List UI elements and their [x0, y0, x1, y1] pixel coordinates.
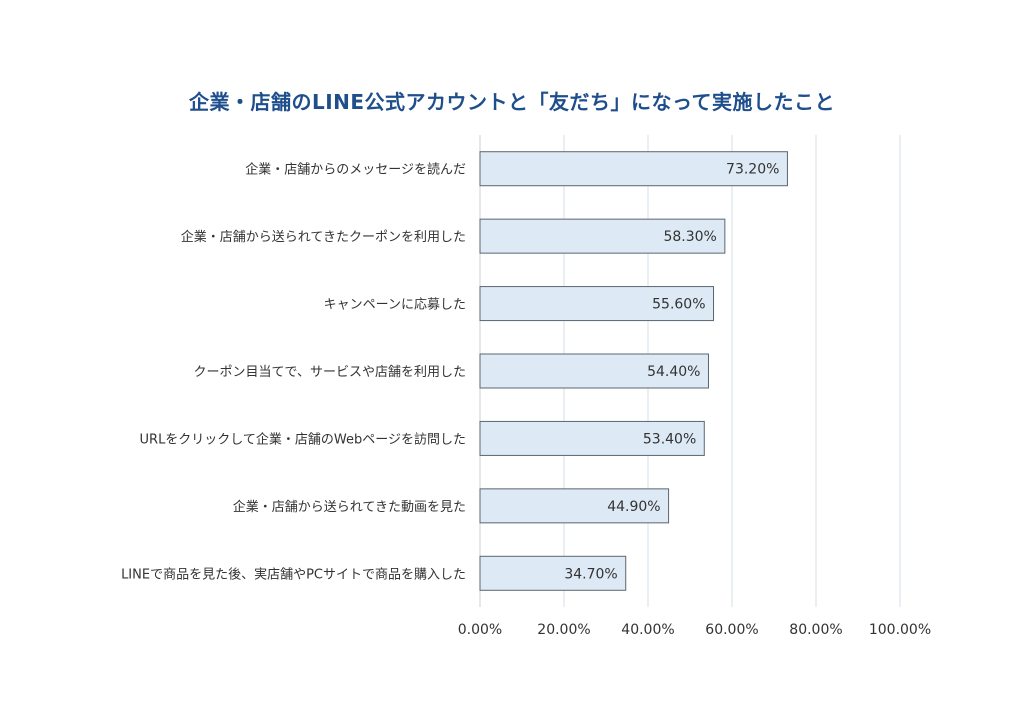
category-label-6: LINEで商品を見た後、実店舗やPCサイトで商品を購入した [121, 566, 466, 582]
category-label-2: キャンペーンに応募した [324, 298, 466, 313]
data-label-4: 53.40% [643, 431, 696, 447]
bar-1 [479, 218, 726, 254]
category-label-3: クーポン目当てで、サービスや店舗を利用した [194, 365, 466, 380]
bar-5 [479, 488, 670, 524]
x-tick-label-1: 20.00% [537, 622, 590, 638]
x-tick-label-0: 0.00% [458, 622, 502, 638]
labels: 0.00% 20.00% 40.00% 60.00% 80.00% 100.00% 73.2… [121, 162, 931, 638]
category-label-1: 企業・店舗から送られてきたクーポンを利用した [181, 229, 466, 245]
category-label-0: 企業・店舗からのメッセージを読んだ [245, 162, 466, 178]
data-label-5: 44.90% [607, 499, 660, 515]
bars [479, 151, 788, 591]
bar-3 [479, 353, 709, 389]
bar-6 [479, 555, 627, 591]
data-label-2: 55.60% [652, 297, 705, 313]
x-tick-label-3: 60.00% [705, 622, 758, 638]
data-label-6: 34.70% [564, 566, 617, 582]
data-label-3: 54.40% [647, 364, 700, 380]
bar-2 [479, 286, 715, 322]
data-label-1: 58.30% [663, 229, 716, 245]
data-label-0: 73.20% [726, 162, 779, 178]
x-tick-label-2: 40.00% [621, 622, 674, 638]
bar-4 [479, 420, 705, 456]
bar-0 [479, 151, 788, 187]
category-label-4: URLをクリックして企業・店舗のWebページを訪問した [140, 431, 466, 447]
chart-title: 企業・店舗のLINE公式アカウントと「友だち」になって実施したこと [188, 90, 836, 114]
x-tick-label-5: 100.00% [869, 622, 931, 638]
category-label-5: 企業・店舗から送られてきた動画を見た [233, 499, 466, 515]
x-tick-label-4: 80.00% [789, 622, 842, 638]
